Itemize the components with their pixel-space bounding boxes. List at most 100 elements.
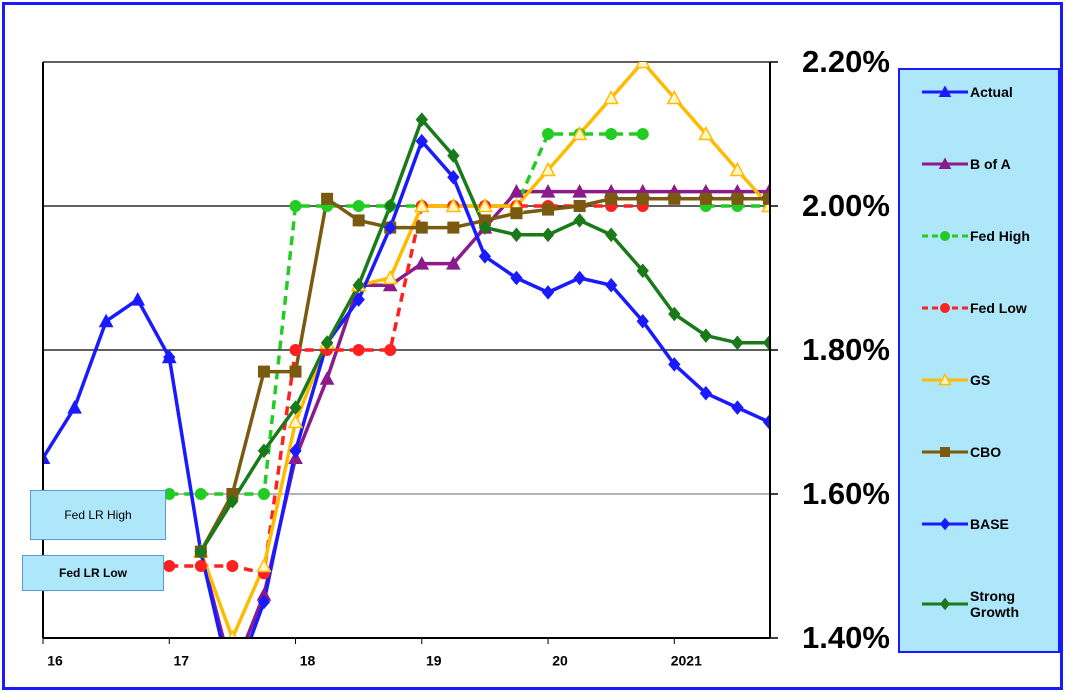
marker xyxy=(668,357,681,372)
y-tick-label: 2.20% xyxy=(802,44,890,79)
legend-item: B of A xyxy=(920,156,1046,172)
legend-item: CBO xyxy=(920,444,1046,460)
marker xyxy=(605,128,618,140)
marker xyxy=(98,313,114,328)
marker xyxy=(731,335,744,351)
marker xyxy=(634,62,651,69)
marker xyxy=(636,263,649,279)
marker xyxy=(540,184,556,198)
legend-swatch xyxy=(922,372,968,386)
marker xyxy=(352,200,365,212)
marker xyxy=(447,169,460,185)
marker xyxy=(510,227,523,243)
marker xyxy=(289,443,302,459)
marker xyxy=(572,184,587,198)
marker xyxy=(384,220,397,235)
series-line xyxy=(199,117,769,553)
marker xyxy=(352,214,365,227)
legend-item: Actual xyxy=(920,84,1046,100)
marker xyxy=(287,413,304,429)
marker xyxy=(163,349,176,365)
marker xyxy=(352,344,365,356)
marker xyxy=(540,161,556,177)
marker xyxy=(605,192,618,205)
marker xyxy=(319,371,335,385)
marker xyxy=(573,200,586,212)
legend-label: Fed High xyxy=(970,228,1030,244)
marker xyxy=(938,372,952,386)
legend: Actual B of A Fed High Fed Low GS CBO BASE Stro… xyxy=(898,68,1060,653)
series-line xyxy=(199,189,769,638)
marker xyxy=(384,344,397,356)
marker xyxy=(510,207,523,220)
legend-swatch xyxy=(922,303,968,313)
legend-label: CBO xyxy=(970,444,1002,460)
legend-swatch xyxy=(922,597,968,611)
x-tick-label: 2021 xyxy=(671,653,702,669)
marker xyxy=(130,292,146,306)
marker xyxy=(699,328,713,343)
x-tick-label: 20 xyxy=(552,653,568,669)
x-tick-label: 16 xyxy=(47,653,63,669)
marker xyxy=(729,161,746,177)
marker xyxy=(289,365,302,378)
marker xyxy=(321,192,334,205)
y-tick-label: 1.80% xyxy=(802,332,890,367)
marker xyxy=(940,447,950,457)
marker xyxy=(938,157,952,169)
marker xyxy=(226,668,239,680)
marker xyxy=(731,400,744,415)
marker xyxy=(541,285,555,300)
marker xyxy=(163,560,176,572)
marker xyxy=(43,450,51,464)
legend-swatch xyxy=(922,517,968,531)
marker xyxy=(478,220,492,235)
marker xyxy=(939,597,951,611)
legend-label: B of A xyxy=(970,156,1011,172)
marker xyxy=(226,560,239,572)
marker xyxy=(541,227,555,243)
legend-label: Fed Low xyxy=(970,300,1027,316)
marker xyxy=(573,213,586,228)
marker xyxy=(731,192,744,205)
marker xyxy=(289,200,302,212)
marker xyxy=(603,89,619,105)
marker xyxy=(320,335,334,351)
x-tick-label: 19 xyxy=(426,653,442,669)
marker xyxy=(257,488,270,500)
marker xyxy=(382,269,398,285)
legend-item: Fed Low xyxy=(920,300,1046,316)
marker xyxy=(352,277,365,293)
marker xyxy=(940,303,950,313)
marker xyxy=(605,227,618,243)
marker xyxy=(542,203,555,216)
marker xyxy=(226,493,239,509)
marker xyxy=(256,557,272,573)
marker xyxy=(573,270,586,286)
marker xyxy=(668,192,681,205)
marker xyxy=(940,231,950,241)
marker xyxy=(477,197,493,213)
marker xyxy=(938,85,952,97)
legend-item: Strong Growth xyxy=(920,588,1046,620)
series-line xyxy=(167,139,770,638)
marker xyxy=(447,221,460,234)
marker xyxy=(227,682,238,692)
marker xyxy=(571,125,588,141)
marker xyxy=(415,221,428,234)
marker xyxy=(605,277,618,293)
legend-label: Actual xyxy=(970,84,1013,100)
legend-swatch xyxy=(922,157,968,169)
legend-swatch xyxy=(922,231,968,241)
marker xyxy=(446,256,461,270)
legend-label: Strong Growth xyxy=(970,588,1019,620)
marker xyxy=(636,192,649,205)
marker xyxy=(542,128,555,140)
marker xyxy=(698,125,714,141)
marker xyxy=(699,385,713,401)
legend-item: BASE xyxy=(920,516,1046,532)
marker xyxy=(510,270,523,286)
marker xyxy=(257,594,271,610)
marker xyxy=(415,112,428,127)
